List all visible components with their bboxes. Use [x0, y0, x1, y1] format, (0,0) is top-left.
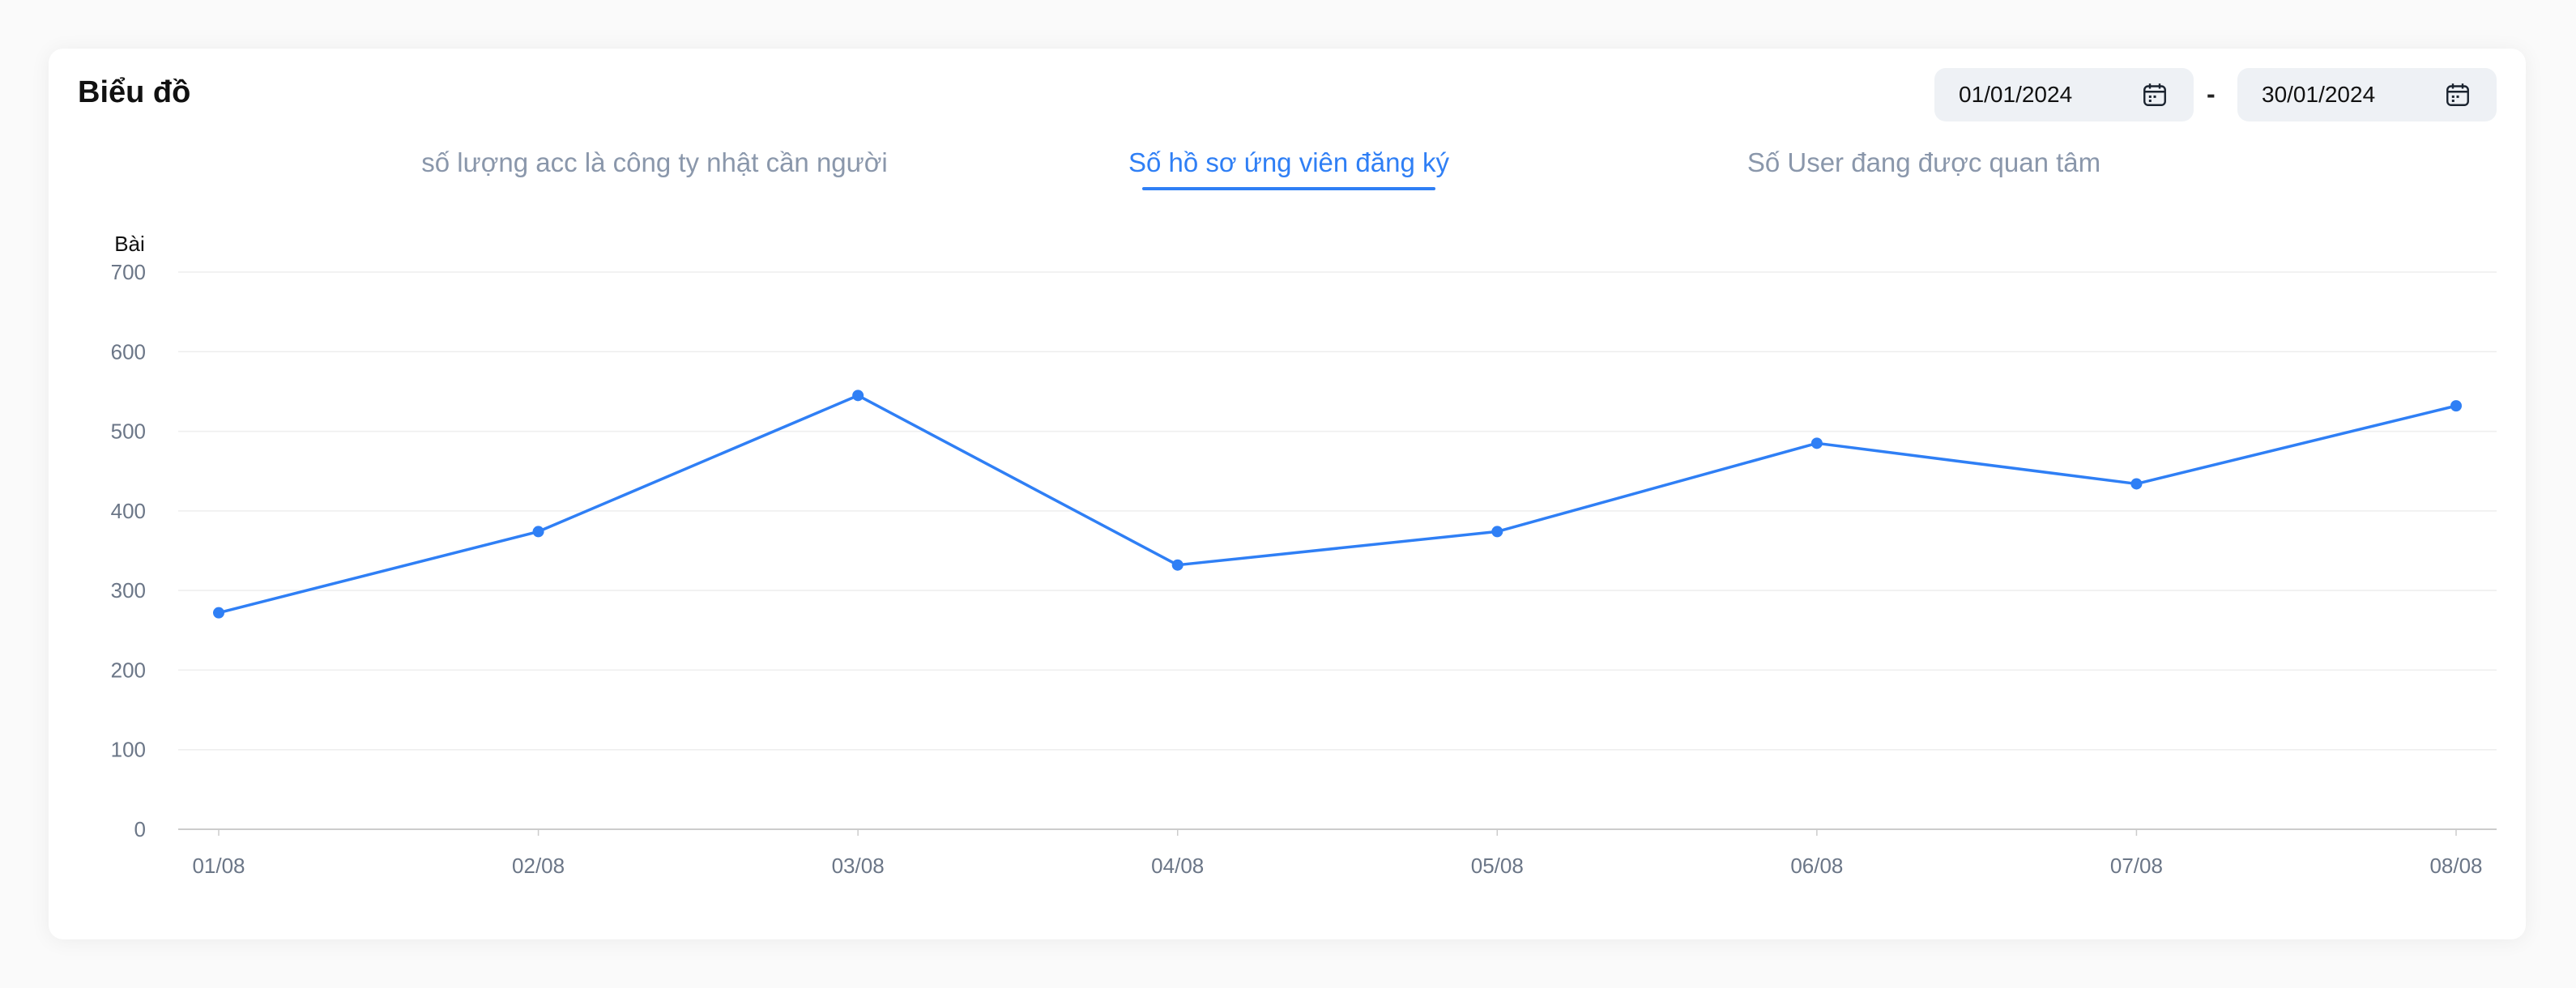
data-point	[213, 607, 224, 619]
y-tick-label: 0	[134, 817, 146, 841]
tab-candidate-profiles[interactable]: Số hồ sơ ứng viên đăng ký	[1128, 147, 1449, 177]
y-tick-label: 300	[111, 578, 146, 603]
data-point	[852, 390, 864, 402]
start-date-value: 01/01/2024	[1959, 82, 2073, 107]
y-tick-label: 600	[111, 339, 146, 364]
x-tick-label: 01/08	[192, 854, 245, 878]
series-line	[217, 394, 2458, 615]
active-tab-indicator	[1142, 187, 1435, 190]
chart-card: Biểu đồ 01/01/2024 - 30/01/2024 số lượng…	[49, 49, 2526, 939]
end-date-picker[interactable]: 30/01/2024	[2237, 68, 2497, 121]
data-point	[2450, 400, 2462, 412]
x-tick-label: 05/08	[1471, 854, 1524, 878]
y-axis-label: Bài	[114, 232, 145, 256]
x-tick-label: 07/08	[2110, 854, 2163, 878]
tab-company-accounts[interactable]: số lượng acc là công ty nhật cần người	[421, 147, 888, 177]
calendar-icon	[2446, 83, 2469, 106]
start-date-picker[interactable]: 01/01/2024	[1934, 68, 2194, 121]
calendar-icon	[2143, 83, 2166, 106]
x-tick-label: 06/08	[1790, 854, 1843, 878]
y-tick-label: 400	[111, 499, 146, 523]
y-tick-label: 700	[111, 260, 146, 284]
data-point	[1491, 526, 1503, 538]
y-tick-label: 200	[111, 658, 146, 682]
data-point	[532, 526, 544, 538]
x-tick-label: 03/08	[832, 854, 885, 878]
date-separator: -	[2207, 79, 2216, 109]
line-chart: 0 100 200 300 400 500 600 700 Bài 01/08 02/08 03/08…	[111, 232, 2497, 878]
tab-users-of-interest[interactable]: Số User đang được quan tâm	[1746, 147, 2101, 177]
x-tick-label: 04/08	[1151, 854, 1204, 878]
data-point	[1171, 559, 1184, 571]
page-title: Biểu đồ	[78, 75, 191, 109]
y-tick-label: 500	[111, 419, 146, 444]
y-tick-label: 100	[111, 738, 146, 762]
x-tick-label: 02/08	[512, 854, 565, 878]
data-point	[1810, 437, 1823, 449]
x-tick-label: 08/08	[2429, 854, 2482, 878]
data-point	[2130, 478, 2143, 490]
end-date-value: 30/01/2024	[2262, 82, 2376, 107]
